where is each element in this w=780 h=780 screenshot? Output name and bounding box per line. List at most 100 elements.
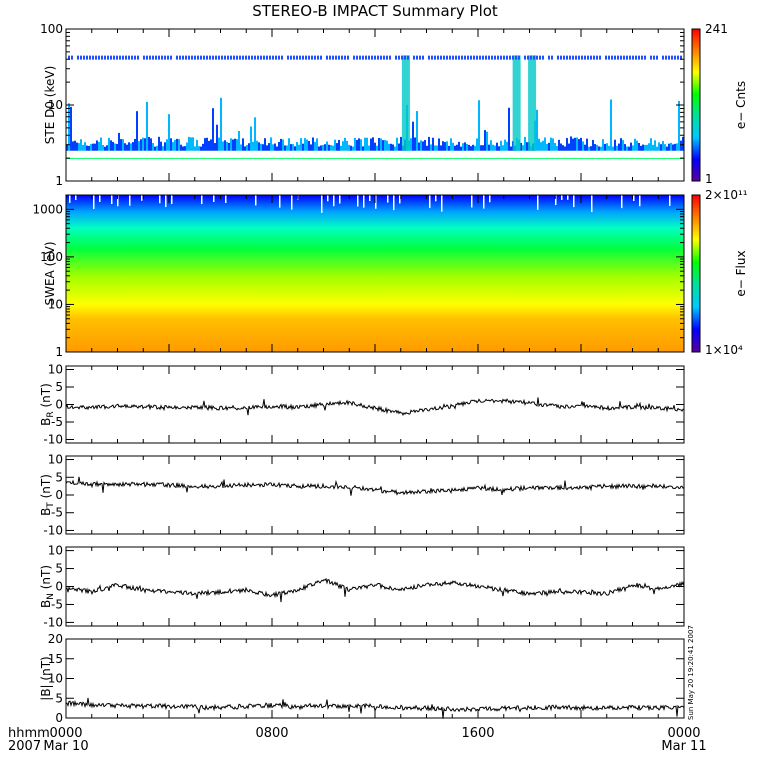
ste-channel (179, 55, 181, 60)
ste-channel (377, 55, 379, 60)
swea-gap (279, 195, 281, 208)
swea-gap (159, 195, 161, 204)
ste-noise (628, 146, 630, 151)
ste-noise (76, 142, 78, 151)
ste-noise (650, 138, 652, 151)
ste-noise (680, 140, 682, 151)
ste-noise (478, 100, 480, 151)
time-label-year: 2007 (8, 739, 41, 754)
ste-noise (248, 143, 250, 151)
ste-noise (212, 108, 214, 151)
br-ytick-label-4: -10 (43, 433, 63, 447)
ste-noise (168, 114, 170, 151)
ste-noise (592, 139, 594, 151)
ste-noise (270, 137, 272, 151)
ste-noise (398, 143, 400, 151)
ste-channel (296, 55, 298, 60)
ste-noise (208, 140, 210, 151)
ste-noise (564, 146, 566, 151)
ste-noise (580, 137, 582, 151)
ste-noise (506, 141, 508, 151)
ste-channel (512, 55, 514, 60)
ste-noise (200, 146, 202, 151)
ste-channel (206, 55, 208, 60)
ste-channel (650, 55, 652, 60)
ste-noise (400, 136, 402, 151)
ste-noise (428, 136, 430, 151)
ste-channel (443, 55, 445, 60)
ste-channel (119, 55, 121, 60)
ste-channel (104, 55, 106, 60)
swea-gap (255, 195, 257, 206)
bn-ytick-label-2: 0 (55, 580, 63, 594)
ste-channel (470, 55, 472, 60)
ste-noise (366, 137, 368, 151)
ste-channel (653, 55, 655, 60)
ste-noise (678, 100, 680, 151)
ste-noise (368, 145, 370, 151)
swea-gap (393, 195, 395, 211)
ste-noise (434, 145, 436, 151)
ste-channel (605, 55, 607, 60)
ste-channel (560, 55, 562, 60)
ste-noise (410, 138, 412, 151)
ste-channel (656, 55, 658, 60)
ste-channel (674, 55, 676, 60)
ste-channel (245, 55, 247, 60)
ste-channel (629, 55, 631, 60)
bt-ytick-label-3: -5 (51, 506, 63, 520)
ste-channel (233, 55, 235, 60)
ste-channel (332, 55, 334, 60)
ste-noise (230, 138, 232, 151)
ste-noise (600, 146, 602, 151)
ste-noise (596, 144, 598, 151)
ste-noise (540, 142, 542, 151)
ste-noise (388, 143, 390, 151)
ste-channel (362, 55, 364, 60)
ste-noise (384, 139, 386, 151)
ste-noise (440, 145, 442, 151)
ste-channel (221, 55, 223, 60)
ste-channel (557, 55, 559, 60)
ste-channel (299, 55, 301, 60)
ste-noise (330, 145, 332, 151)
ste-noise (104, 146, 106, 151)
swea-gap (435, 195, 437, 202)
ste-channel (86, 55, 88, 60)
ste-channel (152, 55, 154, 60)
ste-channel (311, 55, 313, 60)
ste-noise (450, 138, 452, 151)
ste-noise (482, 145, 484, 151)
ste-channel (158, 55, 160, 60)
ste-noise (308, 141, 310, 151)
ste-noise (582, 141, 584, 151)
swea-gap (117, 195, 119, 207)
ste-noise (94, 143, 96, 151)
ste-noise (86, 145, 88, 151)
ste-channel (128, 55, 130, 60)
ste-noise (210, 139, 212, 151)
swea-colorbar-min: 1×10⁴ (705, 343, 743, 357)
ste-noise (336, 143, 338, 151)
ste-channel (488, 55, 490, 60)
ste-channel (341, 55, 343, 60)
ste-channel (449, 55, 451, 60)
swea-gap (69, 195, 71, 203)
swea-gap (201, 195, 203, 205)
ste-channel (110, 55, 112, 60)
ste-noise (486, 131, 488, 151)
ste-channel (98, 55, 100, 60)
ste-noise (364, 137, 366, 151)
ste-noise (676, 143, 678, 151)
ste-noise (556, 146, 558, 151)
ste-channel (305, 55, 307, 60)
ste-noise (256, 140, 258, 151)
ste-noise (176, 138, 178, 151)
ste-noise (296, 142, 298, 151)
ste-noise (120, 139, 122, 151)
ste-channel (107, 55, 109, 60)
ste-noise (320, 145, 322, 151)
ste-noise (430, 144, 432, 151)
swea-gap (327, 195, 329, 202)
